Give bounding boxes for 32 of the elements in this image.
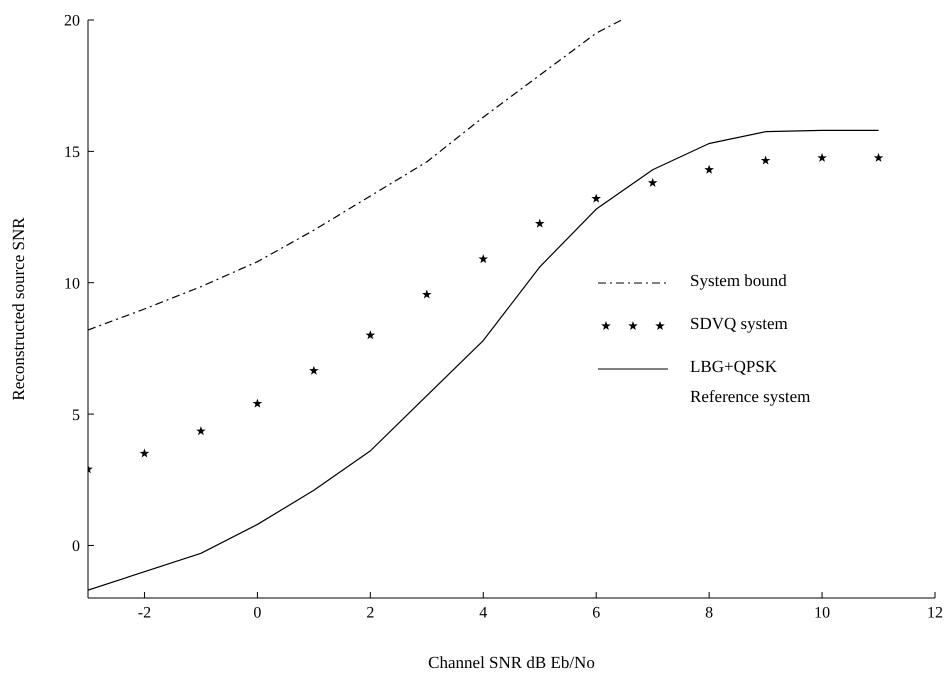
x-tick-label: 8 xyxy=(705,604,714,622)
x-tick-label: 4 xyxy=(479,604,488,622)
y-tick-label: 10 xyxy=(64,275,80,292)
point xyxy=(648,178,658,187)
point xyxy=(478,254,488,264)
x-tick-label: 12 xyxy=(927,604,943,622)
point xyxy=(196,426,206,436)
point xyxy=(366,330,376,340)
x-tick-label: 10 xyxy=(814,604,830,622)
point xyxy=(760,156,770,165)
point xyxy=(534,218,545,228)
legend-label: LBG+QPSK Reference system xyxy=(690,356,810,408)
point xyxy=(874,152,884,162)
y-tick-label: 0 xyxy=(72,538,80,556)
point xyxy=(252,398,262,408)
y-tick-label: 20 xyxy=(64,12,80,30)
x-tick-label: 0 xyxy=(253,604,262,622)
x-axis-title: Channel SNR dB Eb/No xyxy=(428,653,595,672)
y-axis-title: Reconstructed source SNR xyxy=(9,216,28,401)
point xyxy=(309,366,319,375)
x-tick-label: -2 xyxy=(138,604,152,622)
point xyxy=(817,152,827,162)
point xyxy=(591,194,601,203)
point xyxy=(140,448,150,458)
x-tick-label: 2 xyxy=(366,604,374,622)
point xyxy=(422,290,432,299)
y-tick-label: 5 xyxy=(72,406,80,424)
x-tick-label: 6 xyxy=(592,604,600,622)
legend-label: SDVQ system xyxy=(690,313,788,335)
y-tick-label: 15 xyxy=(64,144,80,162)
point xyxy=(704,164,714,174)
legend-label: System bound xyxy=(690,270,787,292)
